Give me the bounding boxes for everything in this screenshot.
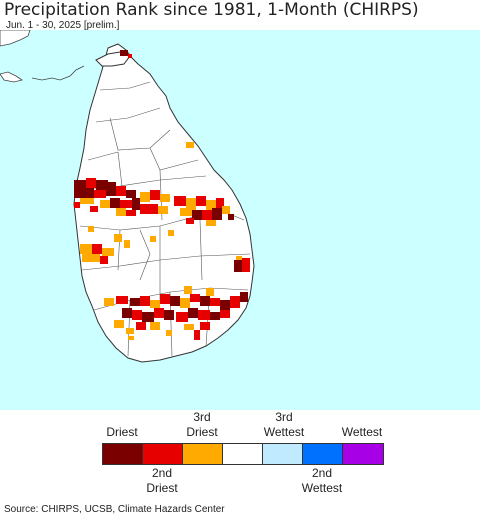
legend-swatch-3rd-driest: [183, 444, 223, 464]
legend-label-wettest: Wettest: [341, 425, 383, 439]
legend-swatch-driest: [103, 444, 143, 464]
legend-color-bar: [102, 443, 384, 465]
legend-label-3rd-wettest: 3rd Wettest: [254, 410, 314, 440]
india-islands: [0, 71, 23, 83]
legend-label-2nd-wettest: 2nd Wettest: [292, 466, 352, 496]
legend-label-3rd-driest: 3rd Driest: [172, 410, 232, 440]
legend-label-driest: Driest: [106, 425, 138, 439]
legend-label-2nd-driest: 2nd Driest: [132, 466, 192, 496]
map-subtitle: Jun. 1 - 30, 2025 [prelim.]: [6, 20, 120, 31]
precipitation-map: [0, 30, 480, 410]
sri-lanka-landmass: [73, 43, 255, 363]
legend-swatch-2nd-driest: [143, 444, 183, 464]
legend-label-2nd-wettest-text: 2nd Wettest: [301, 466, 343, 495]
india-coastline: [0, 30, 31, 47]
map-canvas: [0, 30, 255, 363]
adams-bridge: [31, 65, 85, 81]
legend-swatch-2nd-wettest: [303, 444, 343, 464]
legend-label-3rd-driest-text: 3rd Driest: [186, 410, 218, 439]
source-credit: Source: CHIRPS, UCSB, Climate Hazards Ce…: [4, 504, 225, 515]
legend-swatch-wettest: [343, 444, 383, 464]
map-title: Precipitation Rank since 1981, 1-Month (…: [4, 0, 419, 20]
legend-swatch-normal: [223, 444, 263, 464]
legend-label-2nd-driest-text: 2nd Driest: [146, 466, 178, 495]
legend-label-3rd-wettest-text: 3rd Wettest: [263, 410, 305, 439]
legend-swatch-3rd-wettest: [263, 444, 303, 464]
rank-cells: [74, 50, 250, 340]
